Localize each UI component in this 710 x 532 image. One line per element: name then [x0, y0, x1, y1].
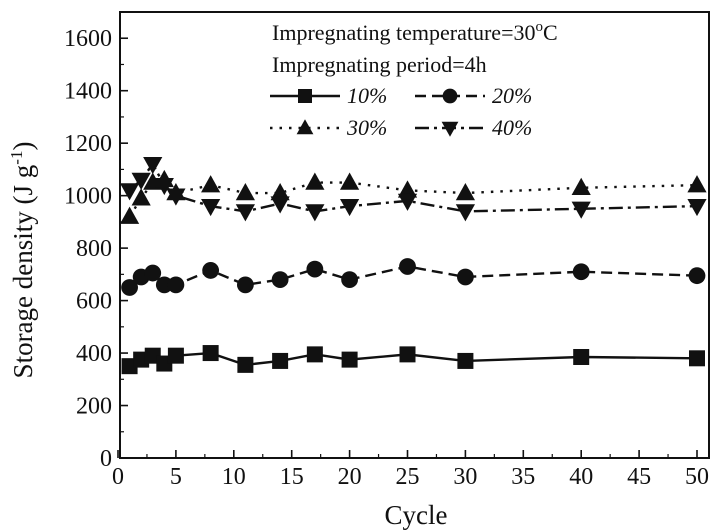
data-point-10pct	[306, 346, 323, 363]
x-tick-label: 5	[170, 464, 182, 490]
data-point-20pct	[155, 276, 173, 294]
legend-marker-20pct	[442, 88, 458, 104]
x-axis-title: Cycle	[385, 500, 448, 530]
x-tick-label: 40	[569, 464, 593, 490]
data-point-20pct	[121, 279, 138, 296]
y-tick-label: 1200	[64, 131, 112, 157]
data-point-30pct	[270, 183, 290, 201]
plot-frame	[119, 11, 710, 459]
data-point-40pct	[455, 204, 475, 222]
annotation-impregnating-period: Impregnating period=4h	[272, 52, 487, 77]
data-point-40pct	[131, 172, 151, 190]
x-tick-label: 30	[453, 464, 477, 490]
y-tick-label: 800	[76, 236, 112, 262]
series-line-20pct	[128, 265, 698, 289]
data-point-30pct	[340, 172, 360, 190]
y-axis-title: Storage density (J g-1)	[7, 142, 38, 379]
data-point-10pct	[689, 350, 705, 367]
data-point-30pct	[455, 183, 475, 201]
y-tick-label: 600	[76, 289, 112, 315]
data-point-10pct	[272, 352, 289, 369]
y-tick-label: 1000	[64, 184, 112, 210]
data-point-40pct	[154, 177, 174, 196]
data-point-30pct	[119, 206, 140, 224]
data-point-40pct	[270, 196, 290, 214]
x-tick-label: 20	[338, 464, 362, 490]
data-point-30pct	[397, 180, 418, 198]
x-tick-label: 50	[685, 464, 709, 490]
legend-label-10pct: 10%	[347, 83, 387, 108]
data-point-10pct	[573, 348, 590, 365]
data-point-30pct	[571, 177, 591, 195]
y-tick-label: 1600	[64, 26, 112, 52]
data-point-10pct	[202, 345, 219, 362]
y-tick-label: 400	[76, 341, 112, 367]
data-point-10pct	[341, 351, 358, 368]
data-point-20pct	[572, 263, 590, 281]
data-point-20pct	[306, 260, 324, 278]
legend-label-30pct: 30%	[346, 115, 387, 140]
data-point-40pct	[166, 188, 186, 206]
data-point-40pct	[201, 198, 221, 217]
data-point-20pct	[167, 276, 185, 294]
data-point-40pct	[305, 204, 325, 222]
data-point-20pct	[271, 271, 289, 288]
data-point-40pct	[235, 204, 255, 222]
data-point-20pct	[144, 264, 162, 282]
data-point-20pct	[457, 268, 474, 286]
x-tick-label: 10	[222, 464, 246, 490]
data-point-30pct	[687, 175, 707, 193]
data-point-20pct	[202, 262, 220, 279]
y-tick-label: 0	[100, 446, 112, 472]
data-point-40pct	[143, 156, 163, 175]
data-point-10pct	[457, 352, 474, 369]
data-point-40pct	[340, 198, 360, 217]
data-point-40pct	[571, 201, 591, 219]
data-point-20pct	[688, 267, 706, 285]
y-tick-label: 200	[76, 394, 112, 420]
data-point-20pct	[341, 271, 358, 288]
legend-marker-40pct	[441, 121, 459, 137]
legend-label-40pct: 40%	[492, 115, 532, 140]
legend-marker-30pct	[296, 119, 314, 135]
data-point-10pct	[237, 356, 254, 373]
data-point-30pct	[201, 175, 221, 193]
x-tick-label: 45	[627, 464, 651, 490]
y-tick-label: 1400	[64, 79, 112, 105]
data-point-30pct	[235, 183, 255, 201]
legend-marker-10pct	[298, 89, 312, 103]
data-point-30pct	[131, 188, 151, 206]
data-point-30pct	[305, 172, 325, 190]
data-point-40pct	[119, 183, 140, 201]
data-point-20pct	[236, 276, 254, 294]
legend-label-20pct: 20%	[492, 83, 532, 108]
data-point-40pct	[397, 193, 418, 211]
data-point-10pct	[399, 346, 416, 363]
x-tick-label: 35	[511, 464, 535, 490]
x-tick-label: 25	[396, 464, 420, 490]
data-point-10pct	[167, 347, 184, 364]
annotation-impregnating-temperature: Impregnating temperature=30oC	[272, 19, 558, 45]
x-tick-label: 0	[112, 464, 124, 490]
x-tick-label: 15	[280, 464, 304, 490]
data-point-20pct	[399, 258, 416, 275]
data-point-40pct	[687, 198, 707, 217]
